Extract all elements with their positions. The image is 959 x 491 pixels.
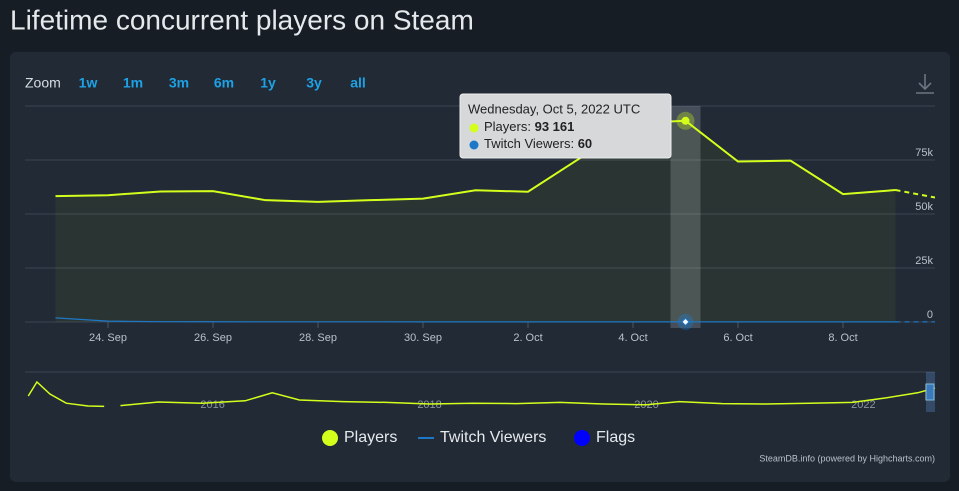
legend-symbol <box>322 430 338 446</box>
y-tick-label: 75k <box>915 147 933 159</box>
tooltip-value: 93 161 <box>535 119 575 134</box>
navigator-tick-label: 2018 <box>417 399 441 411</box>
y-tick-label: 50k <box>915 201 933 213</box>
hover-point <box>681 116 690 125</box>
tooltip-box <box>459 93 672 159</box>
tooltip-dot <box>469 140 479 150</box>
x-tick-label: 24. Sep <box>89 332 127 344</box>
x-tick-label: 4. Oct <box>618 332 647 344</box>
tooltip-dot <box>469 123 479 133</box>
navigator-line <box>27 380 105 408</box>
tooltip: Wednesday, Oct 5, 2022 UTC Players: 93 16… <box>459 93 672 159</box>
icon-part <box>918 82 932 91</box>
legend-symbol <box>574 430 590 446</box>
tooltip-label: Players: <box>484 119 531 134</box>
navigator-tick-label: 2016 <box>200 399 224 411</box>
x-tick-label: 28. Sep <box>299 332 337 344</box>
hover-band <box>670 106 701 328</box>
download-icon[interactable] <box>916 74 934 94</box>
zoom-button[interactable]: 3y <box>306 75 322 91</box>
x-tick-label: 26. Sep <box>194 332 232 344</box>
series-line <box>55 119 896 203</box>
legend-label[interactable]: Twitch Viewers <box>440 429 546 446</box>
credit: SteamDB.info (powered by Highcharts.com) <box>759 453 935 463</box>
y-tick-label: 0 <box>927 309 933 321</box>
navigator-line <box>120 387 936 407</box>
zoom-button[interactable]: 1y <box>260 75 276 91</box>
series-group <box>55 119 935 323</box>
legend-label[interactable]: Flags <box>596 429 635 446</box>
zoom-button[interactable]: all <box>350 75 366 91</box>
tooltip-row: Players: 93 161 <box>484 119 574 134</box>
area <box>55 120 896 322</box>
zoom-button[interactable]: 6m <box>214 75 234 91</box>
navigator-handle <box>925 383 935 401</box>
tooltip-header: Wednesday, Oct 5, 2022 UTC <box>468 101 640 116</box>
page-title: Lifetime concurrent players on Steam <box>10 4 474 35</box>
tooltip-row: Twitch Viewers: 60 <box>484 136 592 151</box>
zoom-label: Zoom <box>25 75 61 91</box>
x-tick-label: 30. Sep <box>404 332 442 344</box>
series-line <box>55 317 896 323</box>
navigator-window <box>926 372 935 412</box>
legend-label[interactable]: Players <box>344 429 397 446</box>
x-tick-label: 2. Oct <box>513 332 542 344</box>
zoom-button[interactable]: 1w <box>79 75 98 91</box>
flag-marker <box>681 317 690 327</box>
zoom-button[interactable]: 1m <box>123 75 143 91</box>
tooltip-value: 60 <box>578 136 592 151</box>
y-tick-label: 25k <box>915 255 933 267</box>
x-tick-label: 8. Oct <box>828 332 857 344</box>
tooltip-label: Twitch Viewers: <box>484 136 574 151</box>
zoom-button[interactable]: 3m <box>169 75 189 91</box>
x-tick-label: 6. Oct <box>723 332 752 344</box>
